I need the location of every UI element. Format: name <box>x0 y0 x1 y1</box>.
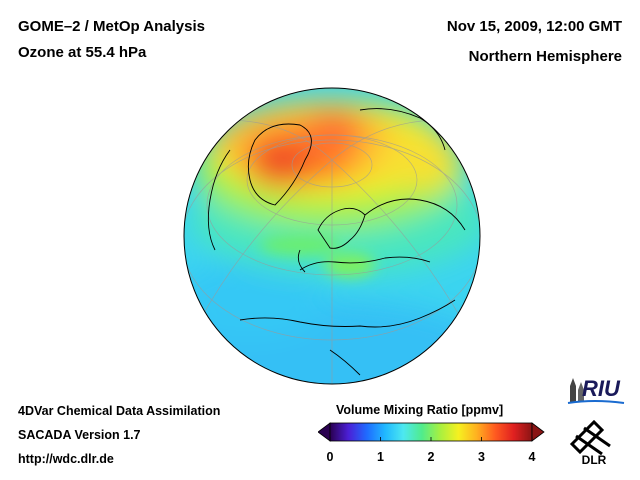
dlr-logo: DLR <box>569 419 611 466</box>
colorbar-title: Volume Mixing Ratio [ppmv] <box>336 403 504 417</box>
map-title: GOME–2 / MetOp Analysis <box>18 18 205 35</box>
footer-method: 4DVar Chemical Data Assimilation <box>18 404 221 418</box>
colorbar-tick-label: 4 <box>528 450 536 464</box>
riu-logo-text: RIU <box>582 376 621 401</box>
riu-logo: RIU <box>567 376 625 404</box>
colorbar-tick-label: 3 <box>478 450 485 464</box>
footer-version: SACADA Version 1.7 <box>18 428 141 442</box>
colorbar-tick-label: 1 <box>377 450 384 464</box>
footer-url: http://wdc.dlr.de <box>18 452 114 466</box>
colorbar <box>318 422 545 442</box>
map-region: Northern Hemisphere <box>468 48 622 65</box>
dlr-logo-text: DLR <box>582 453 607 466</box>
colorbar-tick-label: 2 <box>427 450 435 464</box>
map-datetime: Nov 15, 2009, 12:00 GMT <box>446 18 622 35</box>
colorbar-tick-label: 0 <box>326 450 334 464</box>
map-subtitle: Ozone at 55.4 hPa <box>18 44 147 61</box>
